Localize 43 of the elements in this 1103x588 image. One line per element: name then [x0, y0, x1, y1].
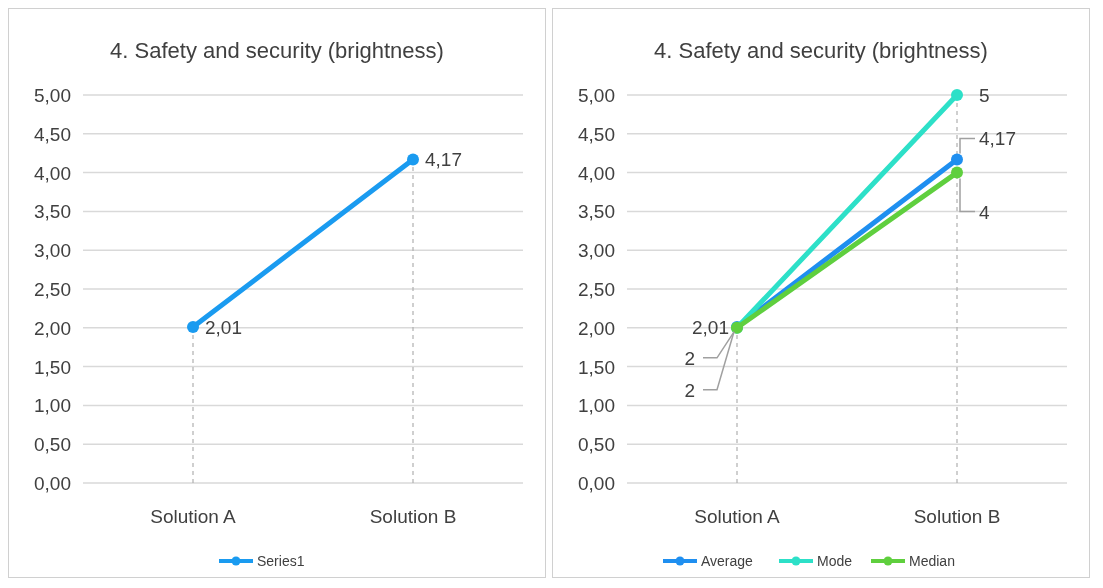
point — [951, 89, 963, 101]
point — [951, 153, 963, 166]
y-tick-label: 5,00 — [34, 85, 71, 106]
y-tick-label: 4,00 — [34, 162, 71, 184]
data-label: 2,01 — [205, 317, 242, 339]
y-tick-label: 2,00 — [578, 317, 615, 339]
y-tick-label: 2,00 — [34, 317, 71, 339]
y-tick-label: 0,50 — [578, 434, 615, 456]
y-tick-label: 1,50 — [34, 356, 71, 378]
data-label: 2,01 — [692, 317, 729, 339]
legend-label: Average — [701, 553, 754, 569]
y-tick-label: 0,50 — [34, 434, 71, 456]
y-tick-label: 4,50 — [578, 123, 615, 145]
x-tick-label: Solution B — [913, 506, 1001, 527]
y-tick-label: 3,50 — [578, 201, 615, 223]
data-label: 4,17 — [979, 128, 1016, 150]
y-tick-label: 0,00 — [34, 473, 71, 494]
data-label: 4 — [979, 201, 990, 223]
data-label: 4,17 — [425, 149, 462, 171]
data-label: 2 — [684, 347, 695, 369]
x-tick-label: Solution A — [150, 506, 237, 527]
legend-label: Mode — [817, 553, 853, 569]
legend-label: Series1 — [257, 553, 305, 569]
y-tick-label: 3,00 — [578, 240, 615, 262]
y-tick-label: 0,00 — [578, 473, 615, 494]
data-label: 2 — [684, 379, 695, 401]
y-tick-label: 4,50 — [34, 123, 71, 145]
y-tick-label: 1,00 — [578, 395, 615, 417]
x-tick-label: Solution B — [369, 506, 457, 527]
y-tick-label: 2,50 — [578, 279, 615, 300]
y-tick-label: 4,00 — [578, 162, 615, 184]
y-tick-label: 1,00 — [34, 395, 71, 417]
y-tick-label: 3,50 — [34, 201, 71, 223]
point — [951, 166, 963, 179]
legend-label: Median — [909, 553, 955, 569]
y-tick-label: 3,00 — [34, 240, 71, 262]
chart-title: 4. Safety and security (brightness) — [654, 38, 988, 63]
y-tick-label: 2,50 — [34, 279, 71, 300]
data-label: 5 — [979, 85, 990, 106]
x-tick-label: Solution A — [694, 506, 781, 527]
y-tick-label: 1,50 — [578, 356, 615, 378]
y-tick-label: 5,00 — [578, 85, 615, 106]
chart-title: 4. Safety and security (brightness) — [110, 38, 444, 63]
